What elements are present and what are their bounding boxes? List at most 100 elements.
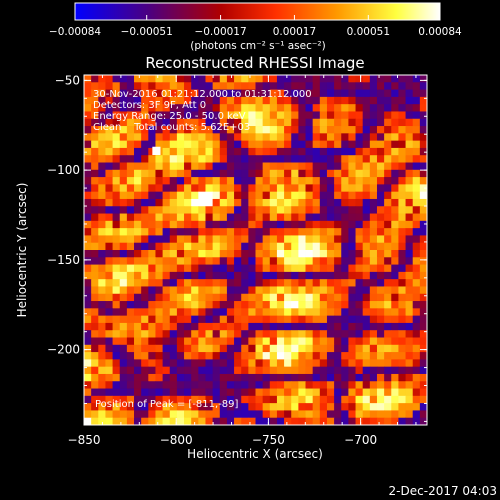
- heatmap-cell: [362, 337, 371, 346]
- heatmap-cell: [134, 162, 142, 171]
- heatmap-cell: [341, 293, 349, 302]
- heatmap-cell: [241, 89, 249, 98]
- heatmap-cell: [155, 96, 164, 105]
- heatmap-cell: [405, 111, 414, 120]
- heatmap-cell: [134, 184, 142, 193]
- heatmap-cell: [405, 242, 414, 251]
- heatmap-cell: [255, 257, 264, 265]
- heatmap-cell: [169, 271, 178, 280]
- heatmap-cell: [419, 359, 427, 368]
- heatmap-cell: [169, 133, 178, 142]
- heatmap-cell: [119, 410, 128, 419]
- heatmap-cell: [184, 133, 192, 142]
- heatmap-cell: [119, 366, 128, 375]
- heatmap-cell: [376, 82, 385, 90]
- heatmap-cell: [234, 82, 242, 90]
- heatmap-cell: [98, 388, 106, 397]
- heatmap-cell: [255, 206, 264, 214]
- heatmap-cell: [412, 403, 421, 411]
- heatmap-cell: [334, 344, 342, 353]
- heatmap-cell: [362, 228, 371, 236]
- heatmap-cell: [276, 352, 285, 360]
- heatmap-cell: [169, 359, 178, 368]
- heatmap-cell: [169, 388, 178, 397]
- heatmap-cell: [98, 198, 106, 207]
- heatmap-cell: [369, 155, 378, 163]
- heatmap-cell: [412, 301, 421, 309]
- heatmap-cell: [384, 184, 392, 193]
- heatmap-cell: [226, 75, 235, 83]
- heatmap-cell: [405, 140, 414, 149]
- heatmap-cell: [305, 301, 314, 309]
- heatmap-cell: [234, 315, 242, 324]
- heatmap-cell: [112, 279, 121, 287]
- heatmap-cell: [234, 155, 242, 163]
- heatmap-cell: [398, 366, 406, 375]
- heatmap-cell: [148, 395, 156, 404]
- heatmap-cell: [91, 155, 99, 163]
- heatmap-cell: [219, 410, 228, 419]
- heatmap-cell: [384, 344, 392, 353]
- heatmap-cell: [105, 89, 113, 98]
- heatmap-cell: [376, 111, 385, 120]
- heatmap-cell: [184, 344, 192, 353]
- heatmap-cell: [419, 169, 427, 178]
- heatmap-cell: [226, 184, 235, 193]
- heatmap-cell: [341, 220, 349, 229]
- heatmap-cell: [348, 213, 356, 222]
- heatmap-cell: [98, 410, 106, 419]
- heatmap-cell: [198, 301, 206, 309]
- heatmap-cell: [169, 293, 178, 302]
- heatmap-cell: [319, 198, 328, 207]
- heatmap-cell: [412, 373, 421, 382]
- heatmap-cell: [284, 417, 292, 425]
- heatmap-cell: [419, 337, 427, 346]
- heatmap-cell: [384, 271, 392, 280]
- heatmap-cell: [341, 235, 349, 244]
- heatmap-cell: [91, 257, 99, 265]
- heatmap-cell: [334, 184, 342, 193]
- heatmap-cell: [312, 206, 321, 214]
- heatmap-cell: [191, 322, 199, 331]
- heatmap-cell: [148, 337, 156, 346]
- heatmap-cell: [276, 206, 285, 214]
- heatmap-cell: [305, 352, 314, 360]
- heatmap-cell: [155, 315, 164, 324]
- heatmap-cell: [141, 82, 149, 90]
- heatmap-cell: [276, 75, 285, 83]
- heatmap-cell: [355, 133, 364, 142]
- heatmap-cell: [234, 147, 242, 156]
- heatmap-cell: [348, 235, 356, 244]
- heatmap-cell: [219, 322, 228, 331]
- heatmap-cell: [212, 352, 221, 360]
- heatmap-cell: [269, 169, 278, 178]
- heatmap-cell: [312, 250, 321, 258]
- y-axis-label: Heliocentric Y (arcsec): [15, 183, 29, 318]
- heatmap-cell: [162, 366, 171, 375]
- heatmap-cell: [184, 388, 192, 397]
- heatmap-cell: [334, 279, 342, 287]
- heatmap-cell: [262, 206, 271, 214]
- heatmap-cell: [212, 191, 221, 200]
- heatmap-cell: [369, 140, 378, 149]
- heatmap-cell: [105, 315, 113, 324]
- heatmap-cell: [162, 388, 171, 397]
- heatmap-cell: [255, 322, 264, 331]
- heatmap-cell: [284, 111, 292, 120]
- heatmap-cell: [326, 220, 335, 229]
- heatmap-cell: [291, 308, 299, 317]
- heatmap-cell: [155, 293, 164, 302]
- heatmap-cell: [205, 89, 214, 98]
- heatmap-cell: [276, 162, 285, 171]
- heatmap-cell: [105, 96, 113, 105]
- heatmap-cell: [255, 118, 264, 127]
- heatmap-cell: [105, 75, 113, 83]
- heatmap-cell: [298, 155, 306, 163]
- heatmap-cell: [384, 147, 392, 156]
- heatmap-cell: [141, 337, 149, 346]
- heatmap-cell: [234, 373, 242, 382]
- heatmap-cell: [412, 388, 421, 397]
- heatmap-cell: [262, 96, 271, 105]
- heatmap-cell: [312, 403, 321, 411]
- heatmap-cell: [341, 177, 349, 185]
